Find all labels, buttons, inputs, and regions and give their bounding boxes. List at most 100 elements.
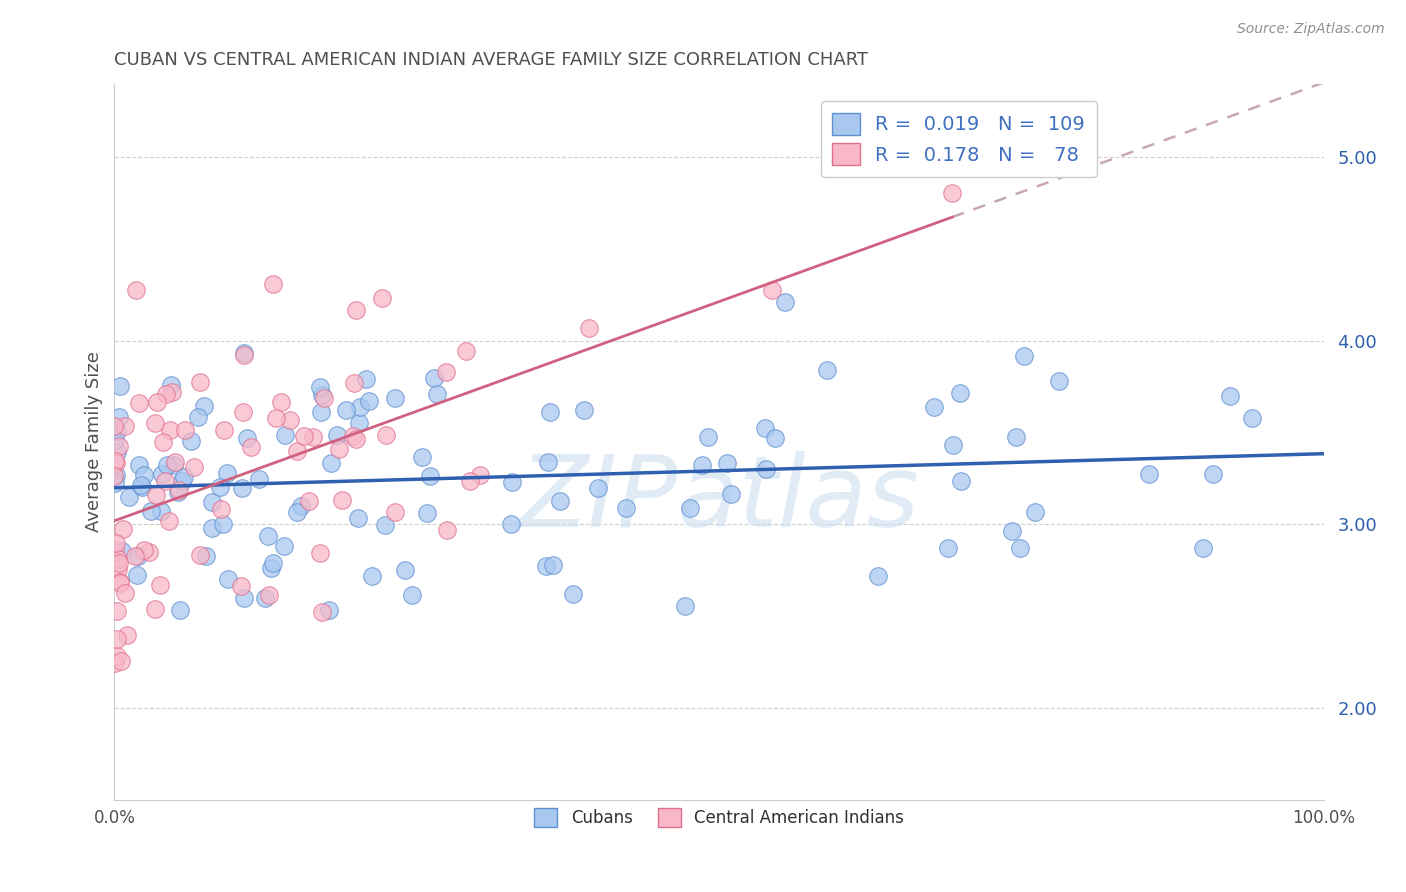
Point [232, 405, 254, 419]
Point [105, 604, 128, 618]
Point [1012, 349, 1035, 363]
Point [534, 558, 557, 573]
Point [360, 568, 382, 582]
Point [298, 494, 321, 508]
Point [454, 343, 477, 358]
Point [561, 586, 583, 600]
Point [118, 491, 141, 505]
Point [188, 375, 211, 389]
Point [422, 371, 444, 385]
Point [330, 493, 353, 508]
Point [209, 480, 232, 494]
Point [115, 628, 138, 642]
Point [1024, 505, 1046, 519]
Y-axis label: Average Family Size: Average Family Size [86, 351, 103, 533]
Point [1004, 429, 1026, 443]
Point [309, 380, 332, 394]
Point [328, 442, 350, 456]
Point [114, 418, 136, 433]
Point [152, 435, 174, 450]
Point [108, 378, 131, 392]
Point [249, 472, 271, 486]
Point [755, 462, 778, 476]
Point [679, 500, 702, 515]
Point [344, 302, 367, 317]
Point [499, 516, 522, 531]
Point [536, 455, 558, 469]
Point [761, 283, 783, 297]
Point [212, 423, 235, 437]
Text: CUBAN VS CENTRAL AMERICAN INDIAN AVERAGE FAMILY SIZE CORRELATION CHART: CUBAN VS CENTRAL AMERICAN INDIAN AVERAGE… [114, 51, 869, 69]
Point [127, 549, 149, 563]
Point [125, 283, 148, 297]
Point [128, 458, 150, 472]
Point [150, 467, 173, 482]
Point [129, 477, 152, 491]
Point [572, 402, 595, 417]
Point [193, 399, 215, 413]
Point [697, 429, 720, 443]
Point [262, 277, 284, 291]
Point [375, 427, 398, 442]
Point [319, 456, 342, 470]
Point [146, 394, 169, 409]
Point [538, 405, 561, 419]
Point [1240, 411, 1263, 425]
Point [426, 386, 449, 401]
Point [111, 544, 134, 558]
Point [104, 454, 127, 468]
Point [285, 505, 308, 519]
Point [160, 377, 183, 392]
Point [419, 469, 441, 483]
Point [256, 529, 278, 543]
Point [233, 348, 256, 362]
Point [132, 543, 155, 558]
Point [110, 654, 132, 668]
Point [260, 561, 283, 575]
Point [285, 443, 308, 458]
Point [105, 632, 128, 646]
Point [104, 656, 127, 670]
Point [169, 603, 191, 617]
Point [153, 474, 176, 488]
Point [236, 431, 259, 445]
Point [374, 518, 396, 533]
Point [143, 602, 166, 616]
Point [233, 591, 256, 606]
Text: ZIPatlas: ZIPatlas [519, 450, 920, 548]
Point [173, 470, 195, 484]
Point [209, 502, 232, 516]
Point [311, 388, 333, 402]
Point [239, 440, 262, 454]
Point [201, 521, 224, 535]
Point [578, 321, 600, 335]
Point [278, 413, 301, 427]
Point [371, 291, 394, 305]
Point [754, 420, 776, 434]
Point [501, 475, 523, 490]
Point [139, 504, 162, 518]
Point [541, 558, 564, 573]
Point [104, 535, 127, 549]
Point [183, 459, 205, 474]
Point [773, 294, 796, 309]
Point [342, 428, 364, 442]
Point [138, 545, 160, 559]
Point [318, 603, 340, 617]
Point [936, 541, 959, 555]
Point [949, 474, 972, 488]
Point [167, 483, 190, 497]
Point [942, 438, 965, 452]
Point [114, 586, 136, 600]
Point [436, 523, 458, 537]
Point [1219, 389, 1241, 403]
Point [111, 522, 134, 536]
Point [128, 396, 150, 410]
Point [384, 392, 406, 406]
Point [262, 557, 284, 571]
Point [259, 588, 281, 602]
Point [163, 458, 186, 473]
Point [167, 485, 190, 500]
Point [212, 516, 235, 531]
Point [309, 546, 332, 560]
